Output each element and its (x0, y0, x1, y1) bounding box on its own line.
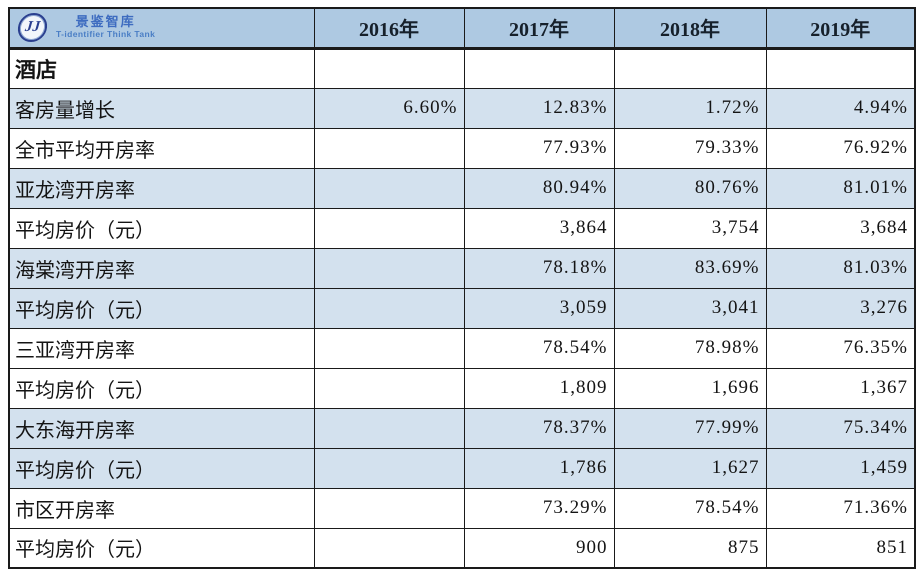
table-cell (463, 47, 615, 89)
table-cell: 81.03% (765, 247, 916, 289)
table-row: 市区开房率 73.29% 78.54% 71.36% (8, 487, 916, 529)
table-cell: 1,627 (613, 447, 767, 489)
table-cell (765, 47, 916, 89)
table-row: 平均房价（元） 3,864 3,754 3,684 (8, 207, 916, 249)
table-cell: 78.54% (613, 487, 767, 529)
table-cell: 12.83% (463, 87, 615, 129)
brand-text: 景鉴智库 T-identifier Think Tank (56, 14, 156, 40)
table-cell: 6.60% (313, 87, 465, 129)
row-label: 平均房价（元） (8, 447, 315, 489)
table-row: 平均房价（元） 1,786 1,627 1,459 (8, 447, 916, 489)
table-cell (313, 167, 465, 209)
table-cell: 76.92% (765, 127, 916, 169)
brand-name: 景鉴智库 (75, 14, 136, 30)
table-cell: 80.94% (463, 167, 615, 209)
table-row: 亚龙湾开房率 80.94% 80.76% 81.01% (8, 167, 916, 209)
table-cell: 3,864 (463, 207, 615, 249)
brand-logo: JJ 景鉴智库 T-identifier Think Tank (16, 13, 313, 43)
table-cell (313, 487, 465, 529)
col-header-2019: 2019年 (765, 7, 916, 50)
table-row: 全市平均开房率 77.93% 79.33% 76.92% (8, 127, 916, 169)
row-label: 客房量增长 (8, 87, 315, 129)
row-label: 全市平均开房率 (8, 127, 315, 169)
table-cell: 851 (765, 527, 916, 569)
table-cell: 3,059 (463, 287, 615, 329)
table-cell (313, 247, 465, 289)
hotel-stats-table: JJ 景鉴智库 T-identifier Think Tank 2016年 20… (8, 7, 916, 569)
table-cell: 77.93% (463, 127, 615, 169)
table-row: 三亚湾开房率 78.54% 78.98% 76.35% (8, 327, 916, 369)
table-row: 平均房价（元） 1,809 1,696 1,367 (8, 367, 916, 409)
table-cell: 80.76% (613, 167, 767, 209)
table-cell (313, 527, 465, 569)
table-cell: 1,696 (613, 367, 767, 409)
table-cell: 83.69% (613, 247, 767, 289)
row-label: 酒店 (8, 47, 315, 89)
table-cell: 1,809 (463, 367, 615, 409)
table-cell: 1.72% (613, 87, 767, 129)
row-label: 平均房价（元） (8, 207, 315, 249)
table-cell: 78.54% (463, 327, 615, 369)
table-cell (313, 127, 465, 169)
row-label: 平均房价（元） (8, 367, 315, 409)
col-header-2018: 2018年 (613, 7, 767, 50)
row-label: 亚龙湾开房率 (8, 167, 315, 209)
table-cell (313, 287, 465, 329)
table-row: 平均房价（元） 900 875 851 (8, 527, 916, 569)
table-cell: 75.34% (765, 407, 916, 449)
brand-subtitle: T-identifier Think Tank (56, 29, 156, 40)
header-row: JJ 景鉴智库 T-identifier Think Tank 2016年 20… (8, 7, 916, 50)
table-cell (613, 47, 767, 89)
data-table: JJ 景鉴智库 T-identifier Think Tank 2016年 20… (8, 7, 916, 569)
row-label: 平均房价（元） (8, 527, 315, 569)
table-cell (313, 327, 465, 369)
table-cell: 71.36% (765, 487, 916, 529)
table-cell (313, 367, 465, 409)
table-cell: 875 (613, 527, 767, 569)
table-cell (313, 47, 465, 89)
row-label: 平均房价（元） (8, 287, 315, 329)
table-cell: 3,276 (765, 287, 916, 329)
row-label: 市区开房率 (8, 487, 315, 529)
table-cell: 900 (463, 527, 615, 569)
table-cell: 76.35% (765, 327, 916, 369)
table-cell: 3,684 (765, 207, 916, 249)
table-cell: 79.33% (613, 127, 767, 169)
table-row: 客房量增长 6.60% 12.83% 1.72% 4.94% (8, 87, 916, 129)
table-row: 平均房价（元） 3,059 3,041 3,276 (8, 287, 916, 329)
logo-cell: JJ 景鉴智库 T-identifier Think Tank (8, 7, 315, 50)
table-row: 海棠湾开房率 78.18% 83.69% 81.03% (8, 247, 916, 289)
jj-logo-icon: JJ (16, 13, 49, 43)
table-cell: 1,367 (765, 367, 916, 409)
table-cell: 78.18% (463, 247, 615, 289)
table-cell: 3,754 (613, 207, 767, 249)
row-label: 大东海开房率 (8, 407, 315, 449)
row-label: 三亚湾开房率 (8, 327, 315, 369)
col-header-2016: 2016年 (313, 7, 465, 50)
table-cell: 81.01% (765, 167, 916, 209)
col-header-2017: 2017年 (463, 7, 615, 50)
table-cell (313, 447, 465, 489)
table-cell: 77.99% (613, 407, 767, 449)
table-cell: 73.29% (463, 487, 615, 529)
table-cell: 4.94% (765, 87, 916, 129)
table-cell: 78.98% (613, 327, 767, 369)
table-cell: 3,041 (613, 287, 767, 329)
row-label: 海棠湾开房率 (8, 247, 315, 289)
table-cell: 78.37% (463, 407, 615, 449)
table-cell (313, 207, 465, 249)
table-cell: 1,786 (463, 447, 615, 489)
table-cell (313, 407, 465, 449)
table-row: 大东海开房率 78.37% 77.99% 75.34% (8, 407, 916, 449)
table-row-section: 酒店 (8, 47, 916, 89)
table-cell: 1,459 (765, 447, 916, 489)
